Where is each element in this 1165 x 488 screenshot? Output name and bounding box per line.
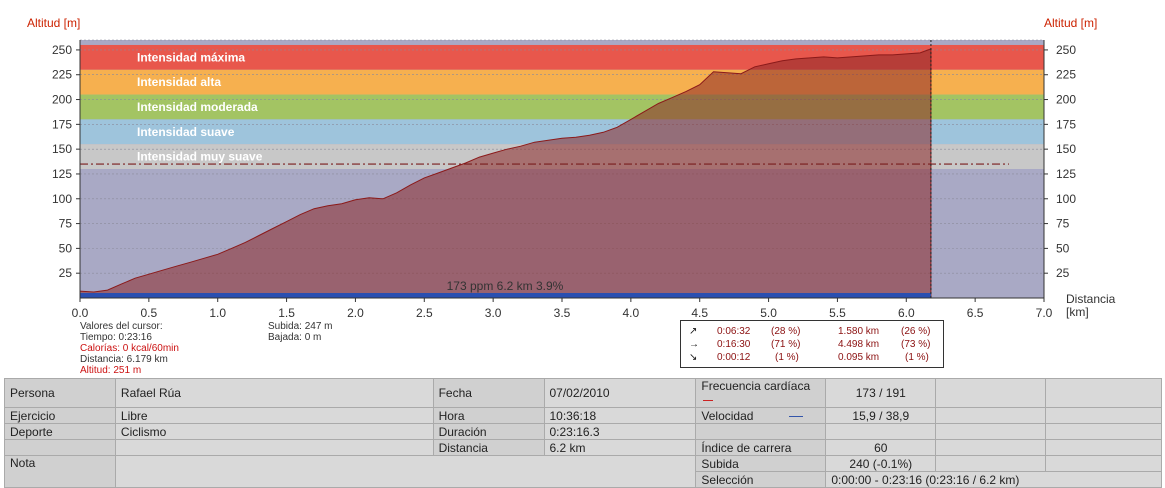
x-tick-label: 0.0 (72, 306, 89, 320)
cursor-values-panel: Valores del cursor: Tiempo: 0:23:16 Calo… (80, 321, 179, 376)
y-axis-right-label: Altitud [m] (1044, 16, 1097, 30)
vel-label: Velocidad (695, 407, 827, 424)
vel-legend-icon (789, 415, 804, 417)
zone-label: Intensidad muy suave (137, 150, 263, 164)
cursor-summary-label: 173 ppm 6.2 km 3.9% (447, 279, 564, 293)
hora-label: Hora (432, 407, 545, 424)
slope-row-flat: → 0:16:30 (71 %) 4.498 km (73 %) (689, 339, 931, 350)
y-tick-label-right: 175 (1056, 117, 1076, 131)
y-tick-label-left: 125 (52, 167, 72, 181)
table-row: Ejercicio Libre Hora 10:36:18 Velocidad … (4, 407, 1162, 424)
y-tick-label-left: 150 (52, 142, 72, 156)
persona-value[interactable]: Rafael Rúa (114, 378, 434, 408)
cursor-title: Valores del cursor: (80, 321, 163, 332)
slope-stats-box: ↗ 0:06:32 (28 %) 1.580 km (26 %) → 0:16:… (680, 320, 944, 368)
y-tick-label-right: 50 (1056, 241, 1070, 255)
cursor-time: Tiempo: 0:23:16 (80, 332, 152, 343)
x-axis-label-unit: [km] (1066, 305, 1089, 319)
y-tick-label-left: 25 (59, 266, 73, 280)
zone-label: Intensidad máxima (137, 50, 245, 64)
indice-label: Índice de carrera (695, 439, 827, 456)
session-summary-table: Persona Rafael Rúa Fecha 07/02/2010 Frec… (4, 378, 1162, 488)
x-tick-label: 5.0 (760, 306, 777, 320)
y-tick-label-right: 150 (1056, 142, 1076, 156)
y-tick-label-right: 75 (1056, 217, 1070, 231)
arrow-down-icon: ↘ (689, 352, 698, 363)
cursor-altitude: Altitud: 251 m (80, 365, 142, 376)
x-tick-label: 0.5 (141, 306, 158, 320)
arrow-up-icon: ↗ (689, 326, 698, 337)
x-tick-label: 1.0 (209, 306, 226, 320)
x-tick-label: 7.0 (1036, 306, 1053, 320)
distancia-label: Distancia (432, 439, 545, 456)
y-tick-label-left: 100 (52, 192, 72, 206)
ejercicio-label: Ejercicio (4, 407, 116, 424)
table-row: Distancia 6.2 km Índice de carrera 60 (4, 439, 1162, 456)
table-row: Persona Rafael Rúa Fecha 07/02/2010 Frec… (4, 378, 1162, 408)
x-tick-label: 4.0 (623, 306, 640, 320)
x-tick-label: 6.0 (898, 306, 915, 320)
x-tick-label: 1.5 (278, 306, 295, 320)
nota-value[interactable] (114, 455, 697, 488)
y-tick-label-left: 225 (52, 68, 72, 82)
speed-bar (80, 293, 931, 298)
subida-value: 240 (-0.1%) (825, 455, 937, 472)
zone-label: Intensidad suave (137, 125, 235, 139)
x-tick-label: 5.5 (829, 306, 846, 320)
x-tick-label: 3.0 (485, 306, 502, 320)
cursor-calories: Calorías: 0 kcal/60min (80, 343, 179, 354)
y-tick-label-right: 200 (1056, 93, 1076, 107)
fecha-label: Fecha (432, 378, 545, 408)
y-tick-label-right: 100 (1056, 192, 1076, 206)
cursor-distance: Distancia: 6.179 km (80, 354, 168, 365)
x-tick-label: 6.5 (967, 306, 984, 320)
fc-legend-icon (703, 400, 714, 402)
climb-panel: Subida: 247 m Bajada: 0 m (268, 321, 333, 343)
altitude-profile-area (79, 48, 932, 299)
fc-label: Frecuencia cardíaca (695, 378, 827, 408)
ejercicio-value[interactable]: Libre (114, 407, 434, 424)
slope-row-up: ↗ 0:06:32 (28 %) 1.580 km (26 %) (689, 326, 931, 337)
table-row: Deporte Ciclismo Duración 0:23:16.3 (4, 423, 1162, 440)
deporte-value[interactable]: Ciclismo (114, 423, 434, 440)
zone-label: Intensidad alta (137, 75, 221, 89)
x-axis-label: Distancia (1066, 292, 1116, 306)
seleccion-label: Selección (695, 471, 827, 488)
y-tick-label-right: 225 (1056, 68, 1076, 82)
x-tick-label: 2.5 (416, 306, 433, 320)
duracion-label: Duración (432, 423, 545, 440)
deporte-label: Deporte (4, 423, 116, 440)
table-row: Nota Subida 240 (-0.1%) (4, 455, 1162, 488)
arrow-right-icon: → (689, 339, 699, 350)
seleccion-value: 0:00:00 - 0:23:16 (0:23:16 / 6.2 km) (825, 471, 1162, 488)
hora-value[interactable]: 10:36:18 (543, 407, 697, 424)
axis-ticks: 25 25 50 50 75 75 100 100 125 125 150 150 175 175 200 2… (52, 40, 1076, 320)
fc-value: 173 / 191 (825, 378, 937, 408)
x-tick-label: 4.5 (691, 306, 708, 320)
persona-label: Persona (4, 378, 116, 408)
x-tick-label: 3.5 (554, 306, 571, 320)
vel-value: 15,9 / 38,9 (825, 407, 937, 424)
y-tick-label-right: 125 (1056, 167, 1076, 181)
indice-value: 60 (825, 439, 937, 456)
x-tick-label: 2.0 (347, 306, 364, 320)
climb-down: Bajada: 0 m (268, 332, 322, 343)
duracion-value: 0:23:16.3 (543, 423, 697, 440)
y-tick-label-left: 200 (52, 93, 72, 107)
subida-label: Subida (695, 455, 827, 472)
y-tick-label-right: 25 (1056, 266, 1070, 280)
zone-label: Intensidad moderada (137, 100, 258, 114)
altitude-chart[interactable]: Intensidad máxima Intensidad alta Intensid… (0, 0, 1165, 378)
y-tick-label-left: 50 (59, 241, 73, 255)
climb-up: Subida: 247 m (268, 321, 333, 332)
y-tick-label-left: 75 (59, 217, 73, 231)
nota-label: Nota (4, 455, 116, 488)
y-tick-label-right: 250 (1056, 43, 1076, 57)
distancia-value: 6.2 km (543, 439, 697, 456)
y-tick-label-left: 250 (52, 43, 72, 57)
slope-row-down: ↘ 0:00:12 (1 %) 0.095 km (1 %) (689, 352, 929, 363)
y-tick-label-left: 175 (52, 117, 72, 131)
y-axis-left-label: Altitud [m] (27, 16, 80, 30)
fecha-value[interactable]: 07/02/2010 (543, 378, 697, 408)
